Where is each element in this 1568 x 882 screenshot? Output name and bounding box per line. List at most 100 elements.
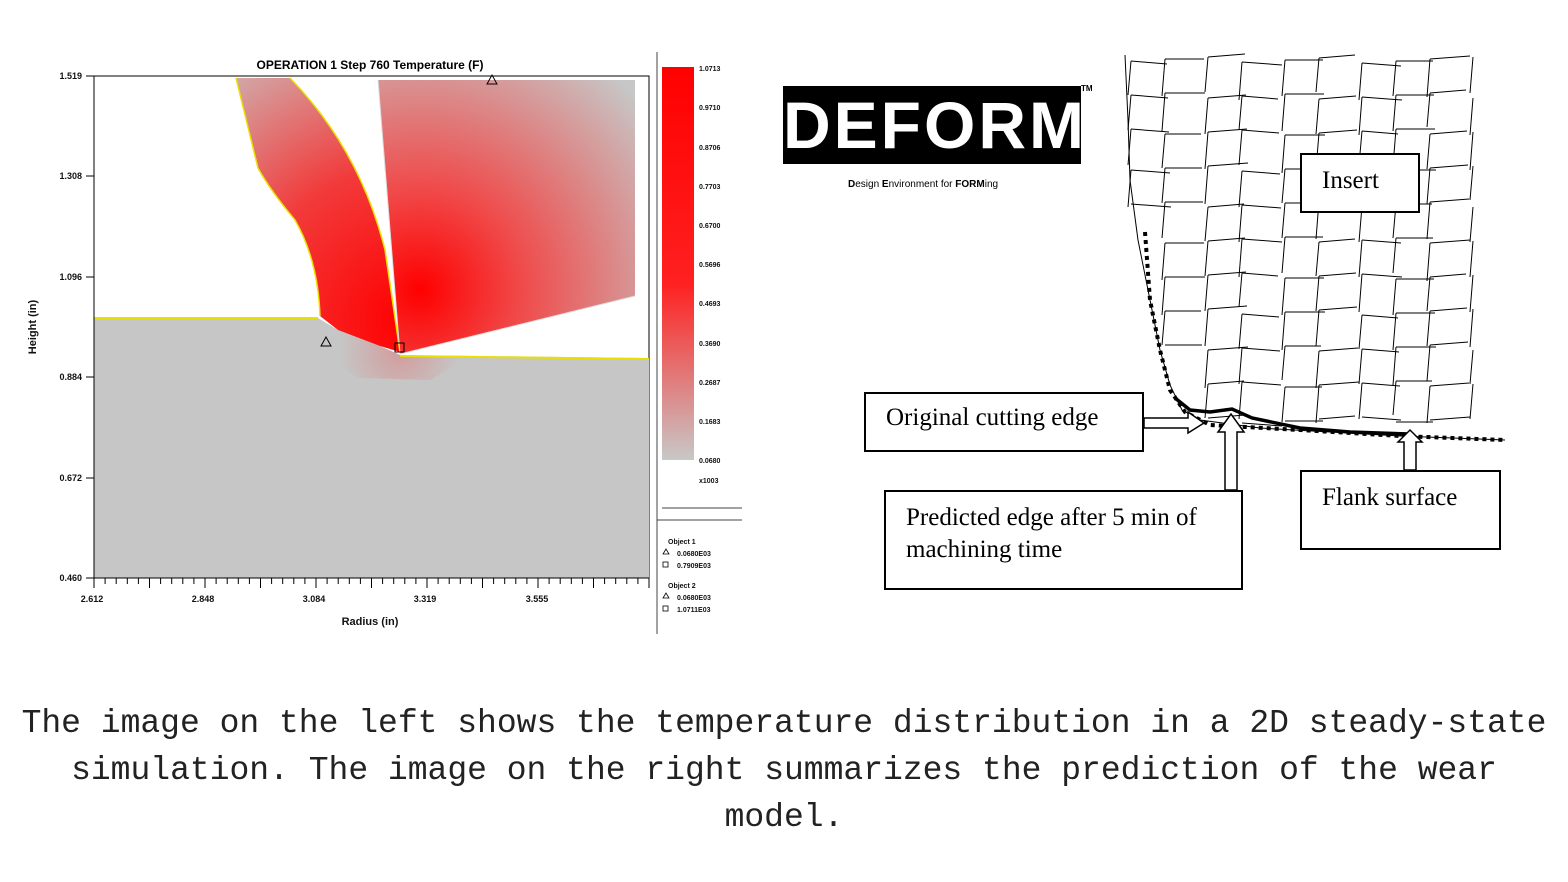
mesh-line — [1207, 380, 1245, 385]
deform-logo: DEFORM TM — [783, 84, 1093, 176]
mesh-line — [1426, 344, 1431, 382]
colorbar-tick-label: 0.8706 — [699, 145, 721, 152]
mesh-line — [1161, 242, 1166, 281]
mesh-line — [1358, 239, 1363, 278]
mesh-line — [1429, 307, 1468, 312]
mesh-line — [1130, 60, 1168, 65]
mesh-line — [1207, 346, 1249, 351]
mesh-line — [1241, 347, 1281, 352]
min-temp-marker-obj2 — [486, 73, 498, 85]
mesh-line — [1161, 310, 1166, 346]
x-tick-label: 3.319 — [414, 594, 437, 604]
mesh-line — [1130, 94, 1169, 99]
mesh-line — [1161, 276, 1166, 316]
mesh-line — [1318, 415, 1356, 420]
mesh-line — [1238, 238, 1243, 278]
mesh-line — [1241, 170, 1281, 175]
mesh-line — [1281, 311, 1286, 351]
mesh-line — [1238, 61, 1243, 101]
mesh-line — [1426, 133, 1431, 170]
tool — [378, 80, 635, 354]
object2-title: Object 2 — [668, 583, 696, 590]
mesh-line — [1238, 129, 1243, 166]
colorbar-tick-label: 0.7703 — [699, 184, 721, 191]
mesh-line — [1161, 92, 1166, 132]
object1-title: Object 1 — [668, 539, 696, 546]
x-axis-title: Radius (in) — [342, 616, 399, 628]
mesh-line — [1429, 239, 1471, 244]
mesh-line — [1429, 273, 1467, 278]
mesh-line — [1207, 94, 1247, 99]
x-tick-label: 3.084 — [303, 594, 326, 604]
y-tick-label: 1.519 — [59, 71, 82, 81]
mesh-line — [1315, 98, 1320, 135]
mesh-line — [1238, 313, 1243, 350]
mesh-line — [1204, 240, 1209, 277]
mesh-line — [1281, 93, 1286, 132]
object-legend: Object 1 0.0680E03 0.7909E03 Object 2 0.… — [662, 539, 711, 614]
mesh-line — [1130, 128, 1170, 133]
triangle-icon — [662, 548, 670, 555]
max-temp-marker — [394, 342, 405, 353]
mesh-line — [1281, 202, 1286, 239]
mesh-line — [1426, 167, 1431, 205]
mesh-line — [1426, 242, 1431, 282]
mesh-line — [1469, 165, 1474, 201]
mesh-line — [1238, 347, 1243, 385]
x-axis: 2.612 2.848 3.084 3.319 3.555 Radius (in… — [81, 577, 650, 628]
chip-outer-edge — [235, 77, 321, 317]
mesh-line — [1127, 60, 1132, 96]
mesh-line — [1469, 274, 1474, 313]
mesh-line — [1238, 170, 1243, 208]
mesh-line — [1469, 349, 1474, 385]
mesh-line — [1429, 416, 1471, 421]
mesh-line — [1241, 422, 1283, 427]
mesh-line — [1238, 95, 1243, 131]
mesh-line — [1281, 168, 1286, 204]
mesh-line — [1361, 273, 1403, 278]
mesh-line — [1207, 53, 1246, 58]
mesh-line — [1318, 129, 1358, 134]
chip-edge — [289, 77, 401, 353]
mesh-line — [1469, 383, 1474, 420]
mesh-line — [1315, 241, 1320, 277]
mesh-line — [1127, 128, 1132, 166]
chip — [236, 78, 400, 352]
y-tick-label: 1.096 — [59, 272, 82, 282]
mesh-line — [1358, 348, 1363, 385]
mesh-line — [1241, 313, 1280, 318]
mesh-line — [1281, 59, 1286, 97]
mesh-line — [1426, 385, 1431, 424]
colorbar-tick-label: 0.9710 — [699, 105, 721, 112]
mesh-line — [1392, 278, 1397, 316]
mesh-line — [1241, 204, 1282, 209]
mesh-line — [1426, 310, 1431, 347]
x-tick-label: 2.612 — [81, 594, 104, 604]
object2-min-value: 0.0680E03 — [677, 595, 711, 602]
mesh-line — [1315, 309, 1320, 347]
mesh-line — [1127, 169, 1132, 208]
mesh-line — [1238, 204, 1243, 243]
tool-edge — [377, 79, 636, 355]
mesh-line — [1429, 382, 1470, 387]
mesh-line — [1358, 273, 1363, 313]
mesh-line — [1204, 349, 1209, 389]
mesh-line — [1469, 308, 1474, 348]
mesh-line — [1241, 61, 1283, 66]
mesh-line — [1469, 131, 1474, 171]
flank-surface-label: Flank surface — [1300, 470, 1501, 550]
colorbar: 1.0713 0.9710 0.8706 0.7703 0.6700 0.569… — [656, 52, 742, 634]
mesh-line — [1426, 58, 1431, 98]
logo-wordmark: DEFORM — [783, 86, 1087, 164]
mesh-line — [1241, 381, 1282, 386]
mesh-line — [1361, 348, 1400, 353]
mesh-line — [1469, 56, 1474, 94]
mesh-line — [1315, 350, 1320, 389]
mesh-line — [1358, 314, 1363, 350]
machined-surface-edge — [399, 355, 650, 360]
mesh-line — [1469, 97, 1474, 136]
mesh-line — [1358, 96, 1363, 136]
mesh-line — [1315, 275, 1320, 312]
mesh-line — [1241, 129, 1280, 134]
